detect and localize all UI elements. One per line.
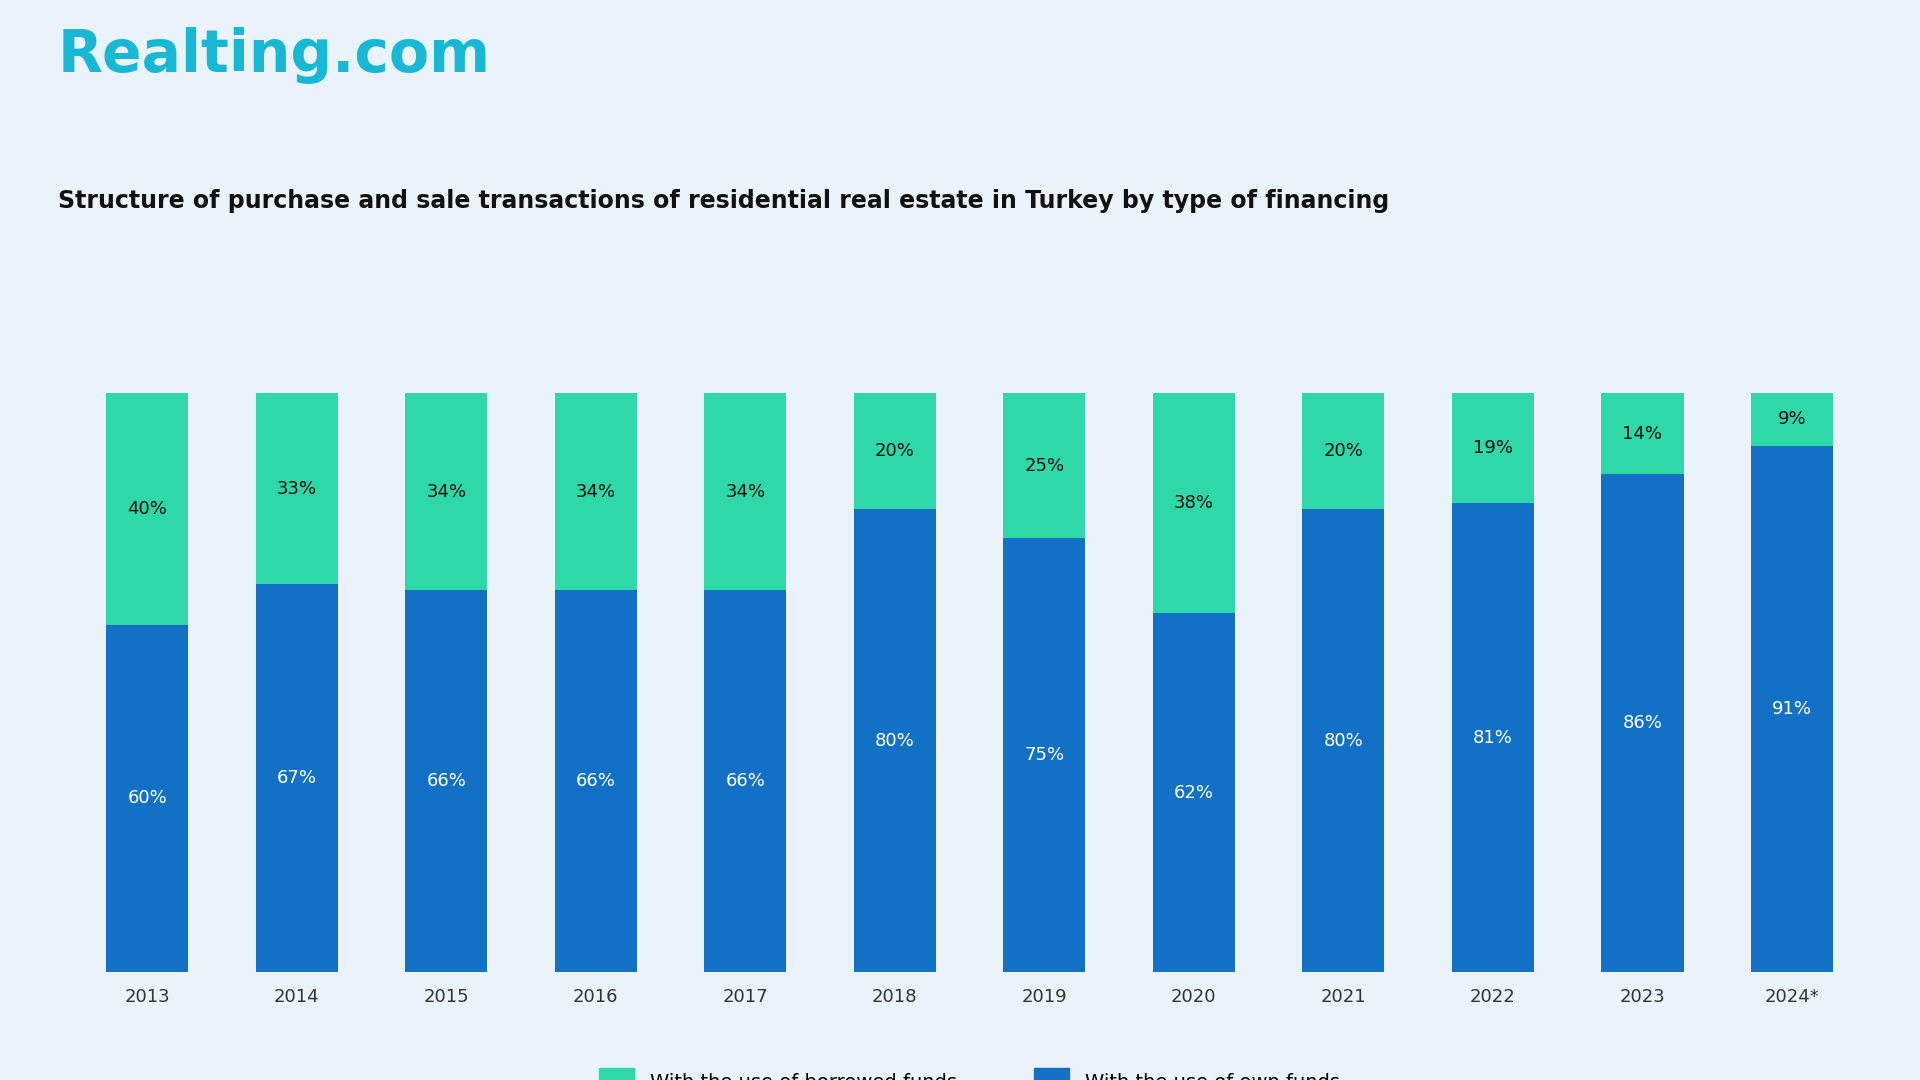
Text: 19%: 19% [1473,440,1513,458]
Text: 66%: 66% [726,772,766,791]
Text: 81%: 81% [1473,729,1513,746]
Bar [106,393,188,625]
Text: 34%: 34% [726,483,766,501]
Bar [1152,613,1235,972]
Text: 80%: 80% [1323,731,1363,750]
Bar [1601,393,1684,474]
Bar [1004,393,1085,538]
Bar [555,590,637,972]
Bar [1004,538,1085,972]
Bar [555,393,637,590]
Text: Structure of purchase and sale transactions of residential real estate in Turkey: Structure of purchase and sale transacti… [58,189,1388,213]
Bar [705,393,787,590]
Text: 80%: 80% [876,731,914,750]
Bar [1302,509,1384,972]
Bar [1152,393,1235,613]
Bar [854,393,935,509]
Text: 20%: 20% [876,443,914,460]
Text: 34%: 34% [576,483,616,501]
Bar [1751,445,1834,972]
Bar [1751,393,1834,445]
Text: 20%: 20% [1323,443,1363,460]
Legend: With the use of borrowed funds, With the use of own funds: With the use of borrowed funds, With the… [589,1058,1350,1080]
Bar [854,509,935,972]
Text: 91%: 91% [1772,700,1812,718]
Text: 33%: 33% [276,480,317,498]
Text: 25%: 25% [1023,457,1064,475]
Bar [705,590,787,972]
Text: 75%: 75% [1023,746,1064,764]
Text: 66%: 66% [426,772,467,791]
Text: 86%: 86% [1622,714,1663,732]
Bar [1452,393,1534,503]
Text: 38%: 38% [1173,495,1213,512]
Text: 40%: 40% [127,500,167,518]
Bar [255,393,338,584]
Text: 62%: 62% [1173,784,1213,801]
Bar [106,625,188,972]
Text: 34%: 34% [426,483,467,501]
Text: 14%: 14% [1622,424,1663,443]
Text: 66%: 66% [576,772,616,791]
Bar [1601,474,1684,972]
Bar [1302,393,1384,509]
Text: Realting.com: Realting.com [58,27,492,84]
Bar [255,584,338,972]
Bar [405,590,488,972]
Text: 67%: 67% [276,769,317,787]
Text: 60%: 60% [127,789,167,808]
Bar [1452,503,1534,972]
Text: 9%: 9% [1778,410,1807,429]
Bar [405,393,488,590]
